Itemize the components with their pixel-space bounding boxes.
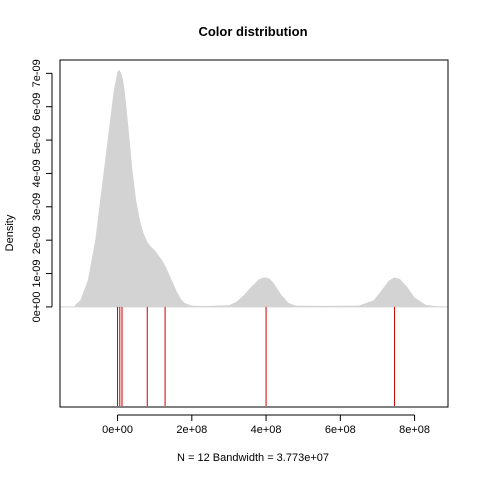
chart-title: Color distribution — [198, 24, 307, 39]
x-tick-label: 2e+08 — [176, 424, 207, 436]
x-tick-label: 6e+08 — [325, 424, 356, 436]
x-tick-label: 4e+08 — [251, 424, 282, 436]
y-tick-label: 2e-09 — [31, 226, 43, 254]
y-tick-label: 6e-09 — [31, 93, 43, 121]
plot-frame — [59, 59, 449, 408]
x-tick-label: 8e+08 — [399, 424, 430, 436]
y-axis-label: Density — [4, 214, 16, 251]
x-tick-label: 0e+00 — [102, 424, 133, 436]
y-tick-label: 5e-09 — [31, 126, 43, 154]
plot-area: 0e+00 2e+08 4e+08 6e+08 8e+08 0e+00 1e-09 2e-09… — [31, 59, 449, 436]
density-area — [74, 70, 437, 307]
y-tick-label: 0e+00 — [31, 291, 43, 322]
y-tick-label: 1e-09 — [31, 259, 43, 287]
x-axis-label: N = 12 Bandwidth = 3.773e+07 — [177, 452, 329, 464]
y-tick-label: 7e-09 — [31, 59, 43, 87]
y-tick-label: 3e-09 — [31, 193, 43, 221]
y-tick-label: 4e-09 — [31, 159, 43, 187]
